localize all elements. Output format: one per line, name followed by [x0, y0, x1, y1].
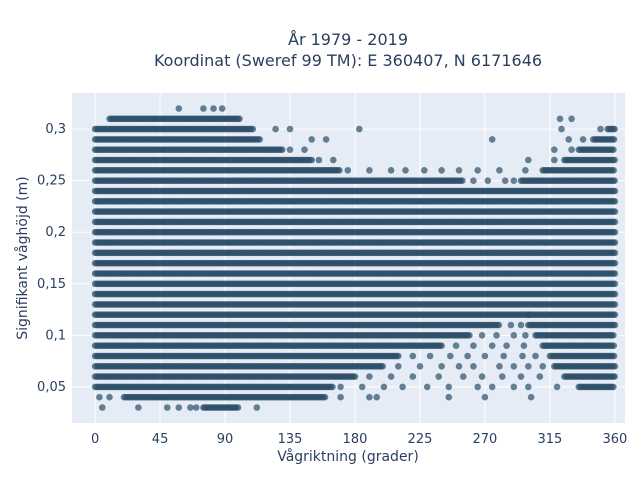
data-point: [611, 239, 619, 246]
data-point: [611, 280, 619, 288]
data-point: [611, 270, 619, 277]
data-point: [438, 342, 445, 350]
data-point: [379, 363, 387, 370]
data-point: [351, 373, 359, 380]
data-points: [91, 105, 619, 411]
data-point: [466, 332, 473, 339]
data-point: [395, 352, 402, 360]
data-point: [234, 404, 242, 411]
data-point: [611, 208, 619, 215]
data-point: [611, 218, 619, 226]
data-point: [611, 228, 619, 236]
data-point: [611, 249, 619, 257]
data-point: [495, 321, 503, 329]
data-point: [611, 301, 619, 308]
data-point: [611, 259, 619, 267]
data-point: [329, 383, 336, 391]
data-point: [321, 393, 329, 401]
data-point: [611, 290, 619, 298]
